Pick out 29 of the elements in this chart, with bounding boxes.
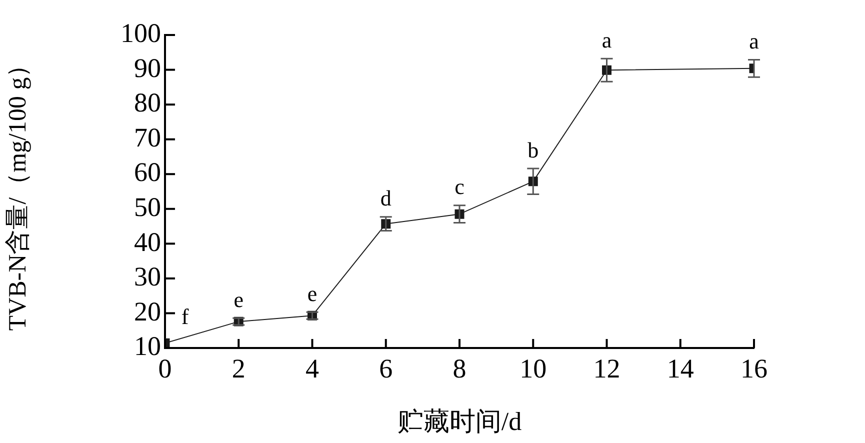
y-tick-label: 80 (134, 88, 161, 118)
x-tick-label: 4 (306, 353, 320, 384)
y-tick-label: 100 (120, 18, 161, 48)
y-tick-label: 90 (134, 52, 161, 83)
y-tick-label: 40 (134, 226, 161, 257)
x-tick-label: 14 (666, 353, 694, 384)
x-tick-label: 10 (520, 353, 547, 384)
y-tick-label: 10 (134, 331, 161, 362)
x-tick-label: 16 (740, 353, 768, 384)
annotation: c (454, 174, 465, 200)
y-tick-label: 60 (134, 157, 161, 188)
x-axis-title: 贮藏时间/d (397, 407, 522, 436)
annotation: a (602, 27, 612, 52)
x-tick-label: 8 (452, 353, 466, 384)
y-tick-label: 30 (134, 262, 161, 292)
x-tick-label: 0 (158, 353, 172, 384)
annotation: f (181, 304, 190, 329)
annotation: b (528, 137, 539, 162)
x-tick-label: 12 (593, 353, 620, 384)
x-tick-label: 6 (379, 353, 393, 384)
y-tick-label: 20 (134, 296, 161, 326)
annotation: d (380, 186, 392, 211)
annotation: e (234, 286, 244, 312)
y-tick-label: 50 (134, 192, 161, 222)
y-tick-label: 70 (134, 122, 161, 152)
annotation: a (749, 28, 760, 54)
x-tick-label: 2 (232, 353, 246, 384)
annotation: e (307, 280, 318, 306)
y-axis-title: TVB-N含量/（mg/100 g） (4, 52, 32, 331)
